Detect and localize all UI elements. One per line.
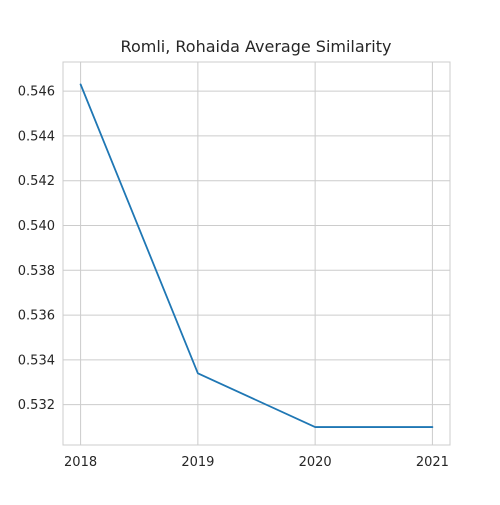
x-tick-label: 2018 [64,455,97,470]
y-tick-label: 0.546 [18,85,55,100]
y-tick-label: 0.538 [18,264,55,279]
x-tick-labels: 2018 2019 2020 2021 [64,455,449,470]
grid-lines [63,62,450,445]
x-tick-label: 2021 [416,455,449,470]
y-tick-labels: 0.532 0.534 0.536 0.538 0.540 0.542 0.544 0.546 [18,85,55,414]
chart-title: Romli, Rohaida Average Similarity [121,37,392,56]
y-tick-label: 0.536 [18,309,55,324]
axes-frame [62,61,451,446]
y-tick-label: 0.544 [18,129,55,144]
x-tick-label: 2019 [181,455,214,470]
y-tick-label: 0.534 [18,353,55,368]
x-tick-label: 2020 [299,455,332,470]
series-layer [79,83,434,428]
series-line [79,83,434,428]
y-tick-label: 0.532 [18,398,55,413]
y-tick-label: 0.540 [18,219,55,234]
y-tick-label: 0.542 [18,174,55,189]
